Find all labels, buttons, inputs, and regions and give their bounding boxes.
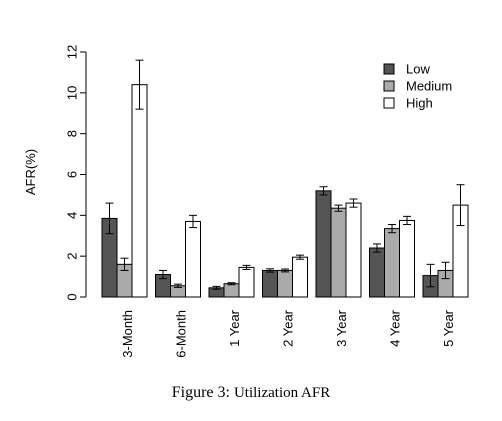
bar-high-3 <box>292 256 308 298</box>
bar-medium-4 <box>330 207 347 298</box>
bar-low-5 <box>369 247 385 298</box>
caption-prefix: Figure 3: <box>171 384 230 401</box>
x-tick-label: 6-Month <box>174 310 189 358</box>
x-tick-label: 2 Year <box>281 309 296 347</box>
bar-medium-2 <box>223 283 240 298</box>
y-axis-label: AFR(%) <box>23 149 38 195</box>
x-tick-label: 3-Month <box>120 310 135 358</box>
bar-medium-3 <box>277 269 293 298</box>
y-tick-label: 0 <box>65 293 80 300</box>
bar-high-4 <box>345 202 362 298</box>
y-tick-label: 4 <box>65 212 80 219</box>
x-tick-label: 5 Year <box>441 309 456 347</box>
figure-caption: Figure 3: Utilization AFR <box>0 384 502 402</box>
legend-label-medium: Medium <box>406 79 452 94</box>
legend-swatch-high <box>383 97 395 109</box>
x-axis-ticks: 3-Month 6-Month 1 Year 2 Year 3 Year 4 Year 5 … <box>120 309 456 357</box>
y-tick-label: 8 <box>65 130 80 137</box>
legend: Low Medium High <box>383 62 452 111</box>
x-tick-label: 1 Year <box>227 309 242 347</box>
bar-high-2 <box>238 266 255 298</box>
legend-label-high: High <box>406 96 433 111</box>
bar-medium-5 <box>384 228 400 298</box>
chart: 0 2 4 6 8 10 12 AFR(%) 3-Month 6-Month 1 Year 2 Y… <box>23 45 469 358</box>
bar-high-1 <box>185 220 201 298</box>
caption-text: Utilization AFR <box>233 385 331 401</box>
legend-swatch-medium <box>383 80 395 92</box>
y-axis: 0 2 4 6 8 10 12 <box>65 45 87 301</box>
y-tick-label: 6 <box>65 171 80 178</box>
bar-high-5 <box>399 219 415 298</box>
bars <box>101 59 469 298</box>
bar-low-4 <box>315 190 332 298</box>
y-tick-label: 2 <box>65 253 80 260</box>
bar-low-3 <box>262 269 278 298</box>
x-tick-label: 3 Year <box>334 309 349 347</box>
bar-high-0 <box>131 84 148 298</box>
y-tick-label: 12 <box>65 45 80 59</box>
y-tick-label: 10 <box>65 86 80 100</box>
x-tick-label: 4 Year <box>388 309 403 347</box>
legend-label-low: Low <box>406 62 430 77</box>
legend-swatch-low <box>383 63 395 75</box>
